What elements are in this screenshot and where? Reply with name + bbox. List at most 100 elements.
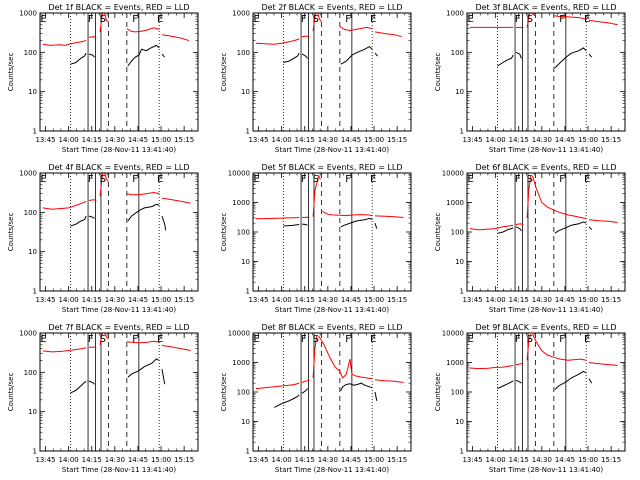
- lld-series-line: [99, 173, 104, 197]
- y-tick-label: 1: [460, 128, 464, 136]
- lld-series-line: [99, 333, 104, 345]
- lld-series-line: [532, 334, 555, 358]
- interval-marker-label: E: [41, 334, 47, 345]
- x-tick-label: 14:30: [105, 136, 125, 144]
- x-tick-label: 15:00: [364, 136, 384, 144]
- interval-marker-label: F: [132, 14, 138, 25]
- x-tick-label: 14:30: [532, 456, 552, 464]
- y-tick-label: 10000: [442, 170, 464, 178]
- panel-data: [255, 13, 402, 65]
- lld-series-line: [301, 379, 310, 383]
- y-tick-label: 10: [455, 418, 464, 426]
- lld-series-line: [104, 13, 109, 23]
- plot-frame: [39, 332, 199, 452]
- events-series-line: [554, 221, 587, 234]
- y-tick-label: 100: [24, 209, 37, 217]
- x-axis-label: Start Time (28-Nov-11 13:41:40): [275, 146, 389, 154]
- x-tick-label: 14:30: [318, 136, 338, 144]
- events-series-line: [70, 215, 87, 227]
- interval-marker-label: F: [559, 174, 565, 185]
- events-series-line: [161, 53, 166, 58]
- lld-series-line: [532, 175, 555, 211]
- y-tick-label: 1000: [232, 359, 250, 367]
- x-tick-label: 14:45: [341, 296, 361, 304]
- plot-frame: [252, 332, 412, 452]
- y-tick-label: 10: [28, 248, 37, 256]
- lld-series-line: [255, 217, 300, 220]
- y-tick-label: 10: [241, 418, 250, 426]
- x-tick-label: 15:00: [364, 456, 384, 464]
- y-tick-label: 10: [28, 88, 37, 96]
- y-tick-label: 100: [237, 229, 250, 237]
- interval-marker-label: E: [370, 14, 376, 25]
- x-tick-label: 15:15: [387, 296, 407, 304]
- y-tick-label: 1000: [232, 199, 250, 207]
- interval-marker-label: E: [584, 14, 590, 25]
- interval-marker-label: S: [100, 14, 106, 25]
- events-series-line: [88, 215, 95, 219]
- events-series-line: [497, 227, 514, 234]
- x-axis-label: Start Time (28-Nov-11 13:41:40): [62, 146, 176, 154]
- y-tick-label: 100: [451, 389, 464, 397]
- lld-series-line: [161, 34, 189, 41]
- y-tick-label: 1: [460, 448, 464, 456]
- interval-marker-label: E: [157, 334, 163, 345]
- events-series-line: [301, 53, 308, 59]
- interval-marker-label: E: [41, 174, 47, 185]
- y-tick-label: 1000: [446, 10, 464, 18]
- interval-marker-label: F: [301, 334, 307, 345]
- events-series-line: [340, 45, 373, 65]
- interval-marker-label: S: [527, 174, 533, 185]
- interval-marker-label: E: [157, 14, 163, 25]
- lld-series-line: [339, 26, 373, 32]
- lld-series-line: [312, 174, 321, 217]
- plot-frame: [466, 332, 626, 452]
- y-tick-label: 1: [246, 448, 250, 456]
- interval-marker-label: F: [559, 334, 565, 345]
- panel-2: Det 2f BLACK = Events, RED = LLD Counts/s…: [220, 3, 412, 154]
- x-tick-label: 15:00: [151, 296, 171, 304]
- y-tick-label: 10: [28, 408, 37, 416]
- interval-marker-label: S: [313, 174, 319, 185]
- y-tick-label: 100: [237, 49, 250, 57]
- events-series-line: [340, 217, 373, 228]
- lld-series-line: [312, 335, 318, 378]
- events-series-line: [161, 215, 167, 231]
- x-tick-label: 14:00: [486, 296, 506, 304]
- x-tick-label: 15:00: [578, 296, 598, 304]
- lld-series-line: [99, 13, 104, 32]
- interval-marker-label: S: [313, 14, 319, 25]
- x-tick-label: 14:15: [509, 296, 529, 304]
- panel-title: Det 6f BLACK = Events, RED = LLD: [475, 163, 616, 172]
- panel-title: Det 5f BLACK = Events, RED = LLD: [261, 163, 402, 172]
- interval-marker-label: E: [41, 14, 47, 25]
- events-series-line: [497, 380, 514, 390]
- panel-title: Det 8f BLACK = Events, RED = LLD: [261, 323, 402, 332]
- events-series-line: [70, 52, 87, 65]
- lld-series-line: [526, 175, 532, 218]
- lld-series-line: [126, 191, 160, 196]
- y-axis-label: Counts/sec: [7, 53, 15, 92]
- x-tick-label: 14:15: [82, 296, 102, 304]
- x-tick-label: 14:45: [341, 136, 361, 144]
- x-tick-label: 14:00: [59, 456, 79, 464]
- x-tick-label: 15:15: [601, 296, 621, 304]
- interval-marker-label: E: [468, 174, 474, 185]
- lld-series-line: [255, 38, 300, 45]
- events-series-line: [374, 391, 378, 401]
- x-tick-label: 14:00: [272, 136, 292, 144]
- x-tick-label: 14:45: [128, 456, 148, 464]
- panel-7: Det 7f BLACK = Events, RED = LLD Counts/s…: [7, 323, 199, 474]
- events-series-line: [515, 226, 522, 232]
- panel-data: [42, 333, 191, 394]
- x-tick-label: 14:15: [82, 136, 102, 144]
- panel-6: Det 6f BLACK = Events, RED = LLD Counts/s…: [434, 163, 626, 314]
- y-tick-label: 10: [241, 88, 250, 96]
- lld-series-line: [374, 31, 402, 38]
- interval-marker-label: F: [515, 334, 521, 345]
- x-tick-label: 14:15: [82, 456, 102, 464]
- x-tick-label: 15:00: [151, 136, 171, 144]
- panel-title: Det 4f BLACK = Events, RED = LLD: [48, 163, 189, 172]
- x-tick-label: 14:00: [486, 136, 506, 144]
